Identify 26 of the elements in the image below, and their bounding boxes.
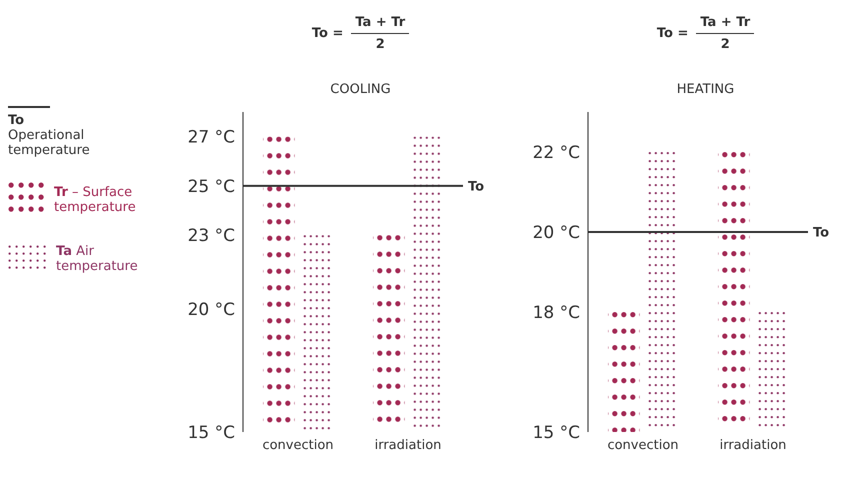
ref-line-label: To (468, 179, 484, 194)
x-tick-label: convection (262, 438, 334, 454)
legend-label: Ta Air temperature (56, 244, 139, 274)
text: To Operational temperature (8, 113, 91, 158)
chart-title: To = (312, 26, 344, 40)
y-tick-label: 15 °C (188, 423, 235, 444)
chart-title: To = (656, 26, 688, 40)
x-tick-label: irradiation (720, 438, 786, 454)
chart-subtitle: HEATING (676, 82, 736, 99)
text: Ta + Tr (696, 14, 754, 34)
y-tick-label: 22 °C (532, 143, 580, 164)
y-tick-label: 23 °C (188, 226, 235, 246)
x-tick-label: irradiation (374, 438, 442, 454)
y-tick-label: 15 °C (532, 423, 580, 444)
x-tick-label: convection (607, 438, 679, 454)
y-tick-label: 20 °C (532, 223, 580, 244)
y-tick-label: 20 °C (188, 300, 235, 320)
text: Tr – Surface temperature (54, 185, 137, 215)
text: 2 (376, 36, 385, 52)
chart-subtitle: COOLING (329, 82, 392, 99)
ref-line-label: To (813, 226, 830, 241)
y-tick-label: 25 °C (188, 176, 235, 197)
y-tick-label: 27 °C (188, 128, 235, 148)
text: Ta + Tr (351, 14, 410, 34)
y-tick-label: 18 °C (532, 303, 580, 324)
text: 2 (720, 36, 730, 52)
